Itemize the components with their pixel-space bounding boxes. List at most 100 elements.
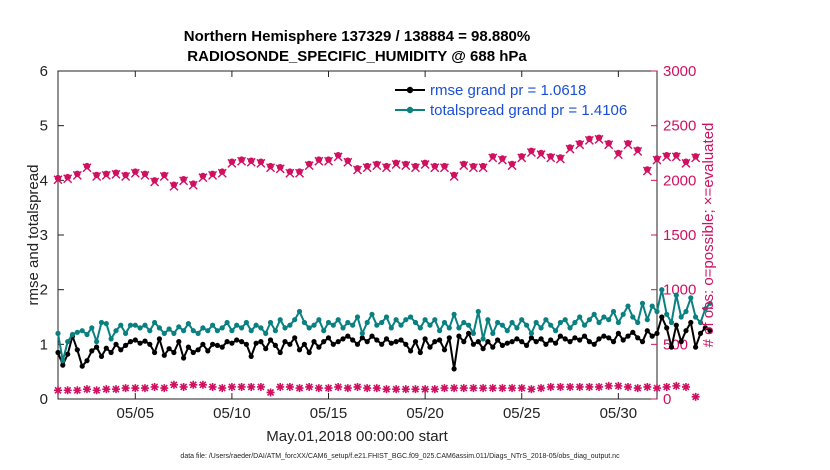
- obs-used-point-core: [693, 394, 698, 399]
- rmse-data-point: [321, 339, 327, 345]
- spread-data-point: [267, 319, 274, 326]
- obs-used-point-core: [142, 385, 148, 391]
- obs-used-point-core: [519, 385, 524, 391]
- obs-evaluated-point: [681, 158, 691, 168]
- rmse-data-point: [350, 337, 356, 343]
- obs-possible-point: [557, 154, 564, 161]
- rmse-data-point: [345, 333, 351, 339]
- obs-possible-point: [431, 162, 438, 170]
- spread-data-point: [562, 317, 568, 323]
- obs-possible-point: [199, 172, 207, 180]
- spread-data-point: [316, 317, 322, 323]
- rmse-data-point: [325, 335, 332, 341]
- obs-evaluated-point: [671, 152, 681, 162]
- rmse-data-point: [659, 314, 665, 320]
- spread-data-point: [475, 308, 481, 315]
- obs-used-point-core: [200, 382, 206, 387]
- spread-data-point: [229, 328, 235, 334]
- obs-possible-point: [595, 134, 603, 141]
- obs-used-point-core: [75, 388, 80, 393]
- spread-data-point: [606, 317, 612, 323]
- obs-possible-point: [576, 140, 583, 147]
- spread-data-point: [258, 325, 264, 331]
- obs-used-point-core: [577, 384, 582, 390]
- rmse-data-point: [243, 341, 249, 347]
- spread-data-point: [214, 328, 220, 334]
- obs-used-point-core: [500, 385, 505, 391]
- spread-data-point: [499, 322, 505, 328]
- obs-used-point-core: [65, 388, 70, 393]
- spread-data-point: [335, 317, 341, 323]
- rmse-data-point: [210, 341, 216, 347]
- y-tick-label: 4: [40, 172, 48, 189]
- spread-data-point: [55, 330, 61, 336]
- obs-used-point-core: [442, 385, 447, 391]
- rmse-data-point: [683, 328, 689, 334]
- obs-possible-point: [286, 168, 294, 175]
- obs-evaluated-point: [72, 170, 82, 180]
- rmse-data-point: [301, 341, 307, 347]
- obs-evaluated-point: [208, 170, 218, 180]
- rmse-data-point: [214, 342, 220, 348]
- spread-data-point: [688, 295, 694, 301]
- obs-possible-point: [373, 160, 380, 168]
- spread-data-point: [195, 330, 201, 336]
- obs-used-point-core: [625, 384, 631, 390]
- spread-data-point: [596, 319, 602, 326]
- obs-possible-point: [412, 162, 419, 170]
- rmse-data-point: [383, 336, 390, 342]
- y-axis-label: rmse and totalspread: [25, 165, 42, 306]
- obs-used-point-core: [635, 385, 640, 391]
- obs-evaluated-point: [140, 170, 150, 180]
- y-tick-label: 5: [40, 118, 48, 135]
- spread-data-point: [485, 317, 491, 323]
- rmse-data-point: [84, 358, 90, 364]
- obs-possible-point: [141, 170, 149, 177]
- spread-data-point: [321, 328, 327, 334]
- obs-evaluated-point: [430, 163, 440, 173]
- obs-evaluated-point: [101, 170, 111, 180]
- obs-evaluated-point: [623, 140, 633, 150]
- obs-possible-point: [151, 177, 158, 184]
- rmse-data-point: [239, 339, 245, 345]
- obs-evaluated-point: [295, 168, 305, 178]
- spread-data-point: [393, 317, 399, 323]
- obs-evaluated-point: [159, 172, 169, 182]
- obs-possible-point: [83, 162, 91, 170]
- rmse-series-line: [57, 316, 711, 370]
- spread-series-line: [57, 288, 711, 362]
- spread-data-point: [543, 317, 549, 323]
- spread-data-point: [620, 311, 626, 317]
- obs-evaluated-point: [111, 169, 121, 179]
- rmse-data-point: [152, 349, 158, 356]
- obs-possible-point: [566, 144, 574, 151]
- rmse-data-point: [451, 366, 457, 372]
- obs-used-point-core: [55, 388, 61, 393]
- rmse-data-point: [466, 330, 472, 336]
- obs-evaluated-point: [362, 163, 372, 173]
- spread-data-point: [219, 325, 225, 331]
- spread-data-point: [69, 331, 76, 338]
- rmse-data-point: [277, 349, 283, 356]
- rmse-data-point: [485, 339, 491, 345]
- x-tick-label: 05/10: [213, 405, 251, 422]
- obs-used-point-core: [393, 387, 399, 392]
- rmse-data-point: [118, 347, 124, 353]
- spread-data-point: [495, 319, 501, 326]
- rmse-data-point: [644, 328, 650, 334]
- rmse-data-point: [519, 339, 525, 345]
- rmse-data-point: [195, 347, 201, 353]
- spread-data-point: [277, 317, 283, 323]
- spread-data-point: [127, 322, 134, 328]
- obs-evaluated-point: [333, 152, 343, 162]
- rmse-data-point: [103, 345, 109, 351]
- spread-data-point: [359, 330, 365, 336]
- rmse-data-point: [625, 333, 631, 339]
- spread-data-point: [697, 319, 704, 326]
- rmse-data-point: [524, 342, 530, 348]
- y-axis-right-ticks: 0 500 1000 1500 2000 2500 3000: [651, 63, 696, 408]
- obs-evaluated-point: [391, 159, 401, 169]
- rmse-data-point: [673, 322, 679, 328]
- rmse-data-point: [132, 337, 138, 343]
- spread-data-point: [630, 314, 636, 320]
